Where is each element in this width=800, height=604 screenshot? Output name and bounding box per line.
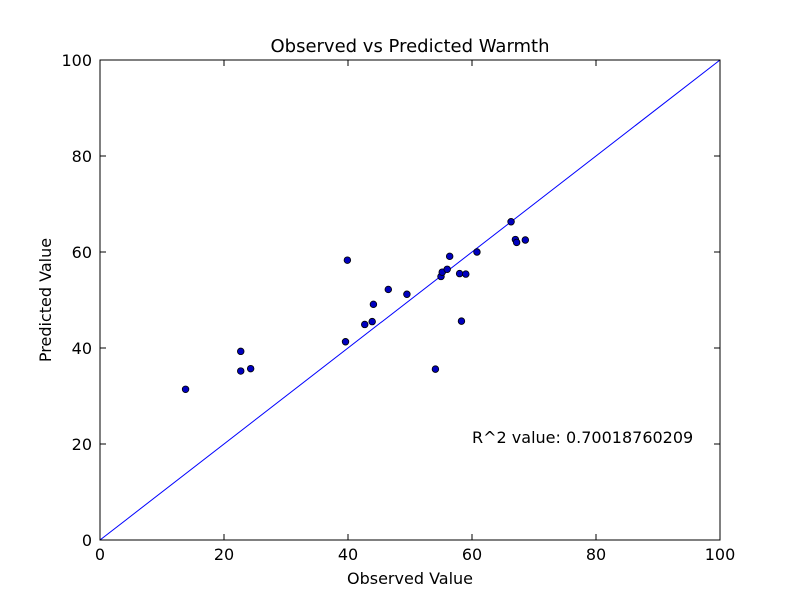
data-point bbox=[237, 347, 245, 356]
data-point bbox=[343, 256, 352, 264]
x-tick-label: 60 bbox=[462, 545, 482, 564]
y-tick-label: 40 bbox=[72, 339, 92, 358]
data-point bbox=[431, 365, 440, 373]
ticks-layer: 0 20 40 60 80 100 0 20 40 60 80 100 bbox=[61, 51, 735, 564]
data-point bbox=[361, 320, 369, 329]
data-point bbox=[246, 364, 255, 373]
data-point bbox=[457, 317, 466, 325]
y-tick-label: 20 bbox=[72, 435, 92, 454]
plot-frame bbox=[99, 59, 721, 541]
x-tick-label: 100 bbox=[705, 545, 736, 564]
identity-line bbox=[99, 59, 721, 541]
data-point bbox=[443, 265, 451, 273]
data-point bbox=[403, 290, 411, 298]
chart-title: Observed vs Predicted Warmth bbox=[270, 36, 549, 57]
data-point bbox=[462, 270, 470, 278]
data-point bbox=[384, 285, 392, 294]
y-tick-label: 80 bbox=[72, 147, 92, 166]
reference-line-layer bbox=[99, 59, 721, 541]
data-point bbox=[473, 248, 481, 256]
x-axis-label: Observed Value bbox=[347, 569, 473, 588]
data-point bbox=[507, 218, 515, 226]
y-tick-label: 60 bbox=[72, 243, 92, 262]
y-tick-label: 0 bbox=[82, 531, 92, 550]
x-tick-label: 0 bbox=[95, 545, 105, 564]
data-point bbox=[369, 300, 378, 309]
data-point bbox=[512, 238, 521, 247]
y-axis-label: Predicted Value bbox=[36, 238, 55, 362]
r-squared-annotation: R^2 value: 0.70018760209 bbox=[472, 428, 693, 447]
data-point bbox=[445, 252, 454, 261]
x-tick-label: 20 bbox=[214, 545, 234, 564]
x-tick-label: 80 bbox=[586, 545, 606, 564]
data-point bbox=[181, 385, 190, 393]
data-point bbox=[521, 236, 530, 244]
data-point bbox=[368, 317, 376, 326]
y-tick-label: 100 bbox=[61, 51, 92, 70]
data-point bbox=[341, 338, 350, 346]
data-point bbox=[237, 367, 245, 375]
data-point bbox=[455, 269, 464, 278]
x-tick-label: 40 bbox=[338, 545, 358, 564]
points-layer bbox=[181, 218, 530, 393]
